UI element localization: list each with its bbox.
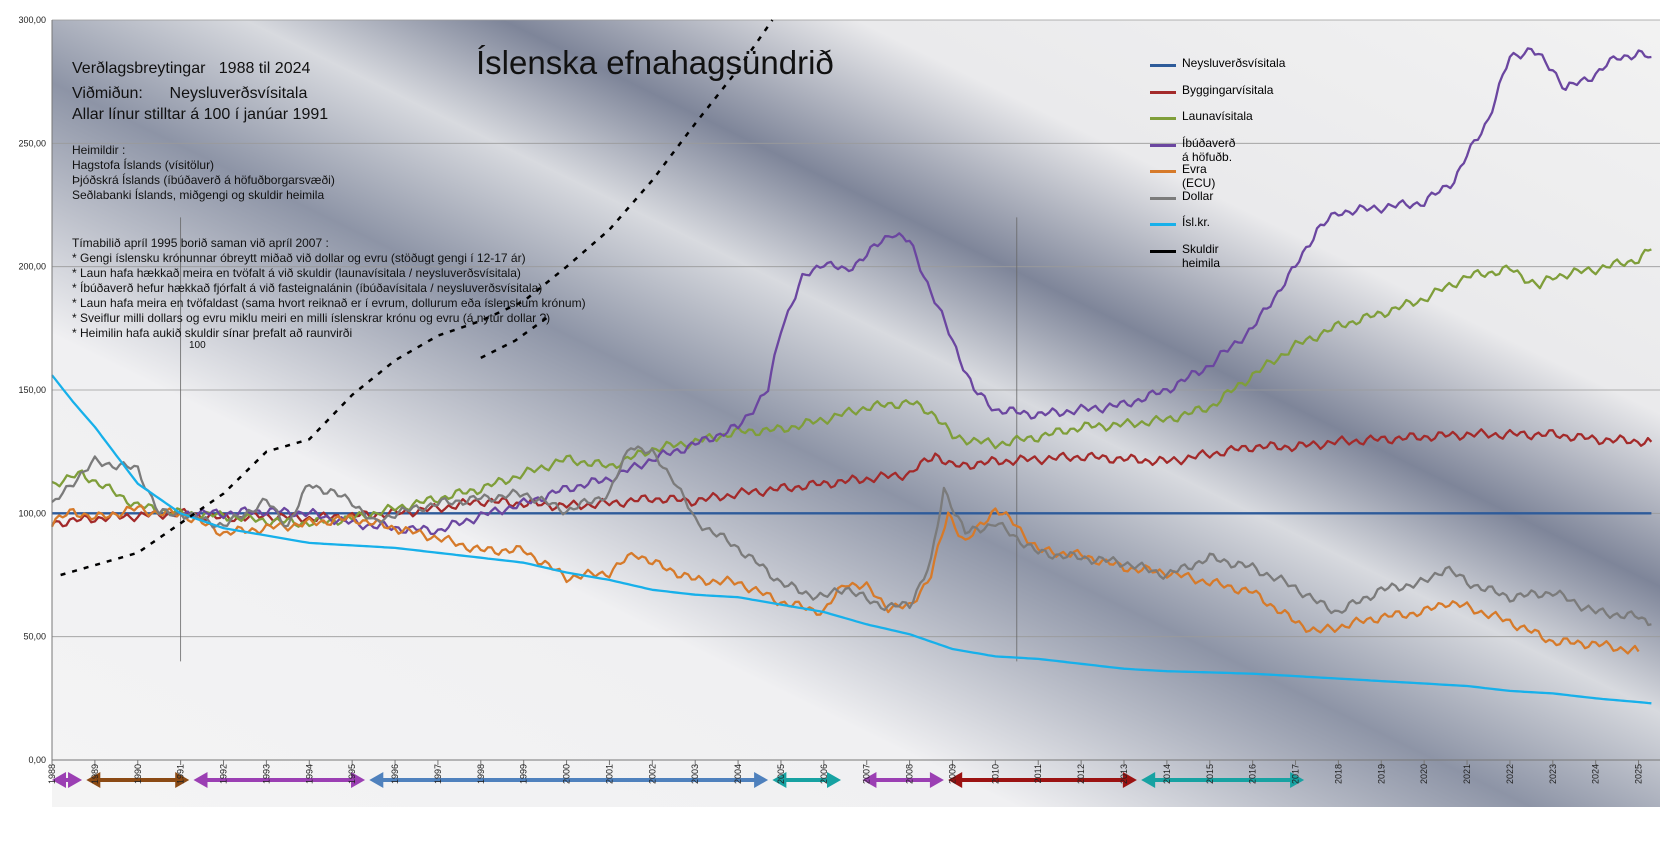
x-tick-label: 1989	[90, 764, 100, 784]
source-item: Seðlabanki Íslands, miðgengi og skuldir …	[72, 188, 325, 202]
x-tick-label: 2020	[1419, 764, 1429, 784]
note-item: * Laun hafa meira en tvöfaldast (sama hv…	[72, 296, 586, 310]
note-item: * Sveiflur milli dollars og evru miklu m…	[72, 311, 551, 325]
x-tick-label: 1991	[176, 764, 186, 784]
y-tick-label: 150,00	[18, 385, 46, 395]
chart-title: Íslenska efnahagsündrið	[476, 44, 834, 81]
x-tick-label: 1997	[433, 764, 443, 784]
x-tick-label: 2019	[1376, 764, 1386, 784]
arrow-head	[826, 772, 841, 788]
x-tick-label: 2008	[905, 764, 915, 784]
x-tick-label: 1988	[47, 764, 57, 784]
x-tick-label: 2021	[1462, 764, 1472, 784]
note-item: * Íbúðaverð hefur hækkað fjórfalt á við …	[72, 281, 543, 295]
debt-line	[60, 19, 774, 577]
series-line	[51, 445, 1652, 627]
note-item: * Gengi íslensku krónunnar óbreytt miðað…	[72, 251, 526, 265]
x-tick-label: 1999	[519, 764, 529, 784]
x-tick-label: 1995	[347, 764, 357, 784]
y-tick-label: 300,00	[18, 15, 46, 25]
x-tick-label: 2017	[1291, 764, 1301, 784]
y-tick-label: 50,00	[23, 632, 46, 642]
sources-heading: Heimildir :	[72, 143, 126, 157]
source-item: Hagstofa Íslands (vísitölur)	[72, 158, 215, 172]
arrow-head	[52, 772, 66, 788]
arrow-head	[193, 772, 208, 788]
arrow-head	[369, 772, 384, 788]
x-tick-label: 2009	[947, 764, 957, 784]
series-line	[51, 374, 1652, 705]
x-tick-label: 2006	[819, 764, 829, 784]
arrow-head	[948, 772, 963, 788]
arrow-head	[862, 772, 877, 788]
x-tick-label: 2004	[733, 764, 743, 784]
y-tick-label: 200,00	[18, 262, 46, 272]
x-tick-label: 2005	[776, 764, 786, 784]
header-line1: Verðlagsbreytingar 1988 til 2024	[72, 60, 311, 77]
note-item: * Heimilin hafa aukið skuldir sínar þref…	[72, 326, 353, 340]
x-tick-label: 2024	[1591, 764, 1601, 784]
x-tick-label: 2025	[1634, 764, 1644, 784]
source-item: Þjóðskrá Íslands (íbúðaverð á höfuðborga…	[72, 173, 335, 187]
header-line2: Viðmiðun: Neysluverðsvísitala	[72, 85, 308, 102]
x-tick-label: 1996	[390, 764, 400, 784]
x-tick-label: 2016	[1248, 764, 1258, 784]
x-tick-label: 2023	[1548, 764, 1558, 784]
x-tick-label: 1990	[133, 764, 143, 784]
arrow-head	[86, 772, 101, 788]
y-tick-label: 250,00	[18, 138, 46, 148]
series-line	[180, 47, 1652, 536]
x-tick-label: 1998	[476, 764, 486, 784]
arrow-head	[1122, 772, 1137, 788]
marker-100: 100	[189, 340, 206, 351]
arrow-head	[929, 772, 944, 788]
x-tick-label: 2011	[1033, 764, 1043, 783]
notes-heading: Tímabilið apríl 1995 borið saman við apr…	[72, 236, 329, 250]
x-tick-label: 2010	[990, 764, 1000, 784]
arrow-head	[772, 772, 787, 788]
sources: Heimildir : Hagstofa Íslands (vísitölur)…	[72, 143, 335, 203]
y-tick-label: 100,00	[18, 508, 46, 518]
debt-line	[480, 314, 551, 360]
x-tick-label: 1993	[261, 764, 271, 784]
x-tick-label: 2007	[862, 764, 872, 784]
arrow-head	[68, 772, 83, 788]
arrow-head	[1290, 772, 1305, 788]
x-tick-label: 2001	[604, 764, 614, 784]
x-tick-label: 2002	[647, 764, 657, 784]
x-tick-label: 1992	[219, 764, 229, 784]
note-item: * Laun hafa hækkað meira en tvöfalt á vi…	[72, 266, 521, 280]
header-line3: Allar línur stilltar á 100 í janúar 1991	[72, 106, 329, 123]
notes: Tímabilið apríl 1995 borið saman við apr…	[72, 236, 586, 341]
x-tick-label: 2018	[1333, 764, 1343, 784]
arrow-head	[351, 772, 366, 788]
y-tick-label: 0,00	[28, 755, 46, 765]
arrow-head	[175, 772, 190, 788]
series-line	[50, 504, 1640, 655]
x-tick-label: 2015	[1205, 764, 1215, 784]
arrow-head	[754, 772, 769, 788]
x-tick-label: 2003	[690, 764, 700, 784]
x-tick-label: 2014	[1162, 764, 1172, 784]
x-tick-label: 2000	[562, 764, 572, 784]
arrow-head	[1141, 772, 1156, 788]
x-tick-label: 1994	[304, 764, 314, 784]
x-tick-label: 2012	[1076, 764, 1086, 784]
x-tick-label: 2022	[1505, 764, 1515, 784]
x-tick-label: 2013	[1119, 764, 1129, 784]
